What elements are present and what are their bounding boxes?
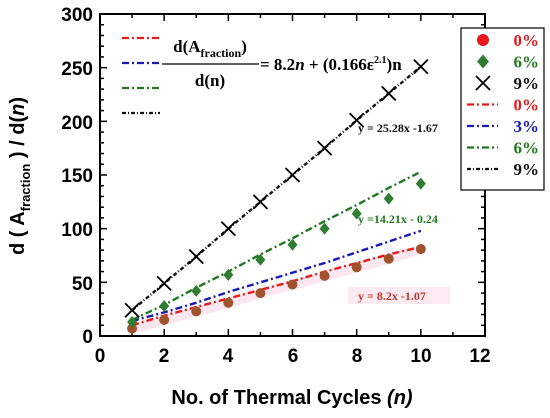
annotation-fit-0-highlight [348, 287, 450, 304]
data-point-circle [319, 270, 330, 281]
data-point-diamond [127, 316, 138, 329]
legend-label: 6% [514, 53, 540, 72]
formula-rhs-mid: + (0.166ε [305, 55, 374, 74]
y-tick-label: 150 [61, 166, 93, 187]
legend-label: 9% [514, 160, 540, 179]
formula-numerator-close: ) [241, 37, 247, 56]
y-axis-title-var: n [7, 104, 29, 116]
x-tick-label: 0 [95, 346, 106, 367]
y-axis-title: d ( Afraction ) / d(n) [7, 97, 33, 255]
fit-line-3pct [131, 229, 422, 323]
data-point-circle [127, 323, 138, 334]
annotation-fit-6: y =14.21x - 0.24 [358, 212, 438, 226]
x-tick-label: 8 [352, 346, 363, 367]
data-point-circle [159, 314, 170, 325]
y-axis-title-suffix: ) / d( [7, 116, 29, 164]
x-tick-label: 12 [469, 346, 490, 367]
x-axis-title-var: (n) [387, 387, 413, 409]
legend-marker-x [475, 75, 491, 91]
fit-line-9pct [131, 65, 422, 312]
y-axis-title-subscript: fraction [18, 164, 33, 212]
x-tick-labels: 0 2 4 6 8 10 12 [95, 346, 491, 367]
data-point-circle [191, 306, 202, 317]
y-tick-label: 200 [61, 113, 93, 134]
formula-numerator-sub: fraction [201, 46, 242, 60]
x-tick-label: 6 [288, 346, 299, 367]
data-point-x [413, 58, 429, 75]
y-axis-title-close: ) [7, 97, 29, 104]
data-point-x [316, 140, 333, 156]
data-point-x [156, 275, 172, 292]
data-point-circle [415, 244, 426, 255]
y-tick-label: 300 [61, 5, 93, 26]
data-point-x [284, 167, 301, 183]
x-tick-label: 10 [410, 346, 431, 367]
y-tick-label: 50 [72, 274, 93, 295]
data-point-diamond [255, 253, 266, 266]
data-point-diamond [351, 207, 362, 220]
data-point-circle [255, 288, 266, 299]
data-point-diamond [383, 192, 394, 205]
formula-numerator-text: d(A [173, 37, 201, 56]
formula-legend: d(Afraction) d(n) = 8.2n + (0.166ε2.1)n [122, 36, 402, 115]
data-point-x [124, 302, 140, 318]
y-tick-label: 0 [82, 327, 93, 348]
formula-rhs: = 8.2n + (0.166ε2.1)n [260, 55, 402, 74]
y-tick-labels: 0 50 100 150 200 250 300 [61, 5, 93, 348]
data-point-x [349, 112, 365, 128]
legend-marker-circle [477, 34, 489, 46]
legend-label: 0% [514, 96, 540, 115]
formula-rhs-sup: 2.1 [374, 55, 387, 66]
legend-label: 0% [514, 31, 540, 50]
legend-label: 6% [514, 139, 540, 158]
data-point-x [220, 221, 236, 237]
data-point-diamond [287, 238, 298, 251]
data-point-diamond [191, 284, 202, 297]
formula-rhs-pre: = 8.2 [260, 55, 295, 74]
data-point-x [188, 248, 204, 265]
data-point-circle [287, 279, 298, 290]
data-point-diamond [415, 177, 426, 190]
data-point-circle [223, 297, 234, 308]
data-point-diamond [159, 299, 170, 312]
fit-lines [131, 65, 422, 334]
fit-line-0pct [131, 245, 422, 327]
legend-marker-diamond [477, 54, 489, 69]
x-axis-title-text: No. of Thermal Cycles [171, 387, 381, 409]
x-tick-label: 4 [223, 346, 234, 367]
data-point-x [252, 194, 269, 210]
annotation-fit-9: y = 25.28x -1.67 [358, 121, 438, 135]
series-0-shading [132, 244, 421, 334]
x-axis-title: No. of Thermal Cycles (n) [171, 387, 413, 409]
y-axis-title-prefix: d ( A [7, 211, 29, 255]
series-legend: 0% 6% 9% 0% 3% 6% 9% [467, 31, 539, 179]
y-tick-label: 100 [61, 220, 93, 241]
x-tick-label: 2 [159, 346, 170, 367]
legend-box [460, 27, 545, 191]
formula-rhs-n: n [295, 55, 304, 74]
data-markers [124, 58, 429, 334]
data-point-circle [351, 262, 362, 273]
annotation-fit-0: y = 8.2x -1.07 [358, 289, 426, 303]
data-point-diamond [223, 268, 234, 281]
data-point-circle [383, 253, 394, 264]
legend-label: 9% [514, 74, 540, 93]
legend-label: 3% [514, 117, 540, 136]
formula-numerator: d(Afraction) [173, 37, 247, 60]
formula-rhs-post: )n [387, 55, 403, 74]
y-tick-label: 250 [61, 59, 93, 80]
data-point-x [381, 85, 397, 102]
fit-line-6pct [131, 170, 422, 321]
formula-denominator: d(n) [195, 71, 225, 90]
data-point-diamond [319, 222, 330, 235]
